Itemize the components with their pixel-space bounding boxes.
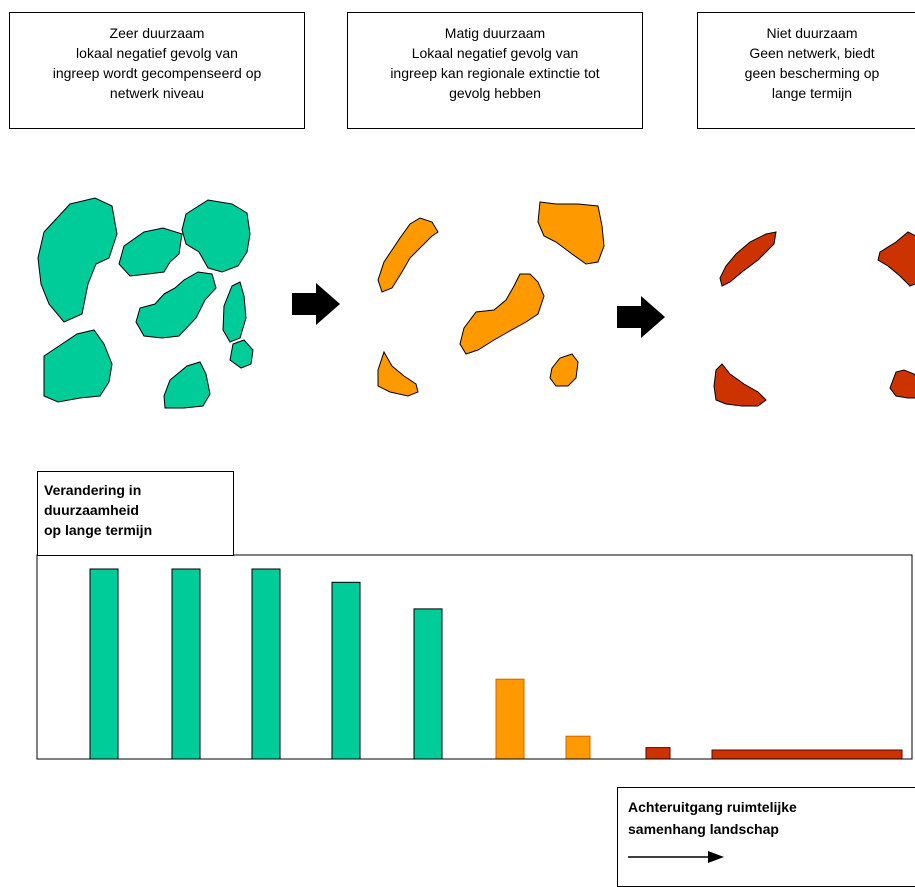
- long-arrow-right-icon: [628, 851, 724, 863]
- chart-label-box: Verandering in duurzaamheid op lange ter…: [37, 471, 234, 556]
- box-zeer-duurzaam: Zeer duurzaam lokaal negatief gevolg van…: [9, 12, 305, 129]
- green-patch: [43, 329, 113, 403]
- green-patch: [229, 339, 254, 369]
- box-1-line-3: ingreep wordt gecompenseerd op: [52, 65, 262, 81]
- red-patch: [889, 369, 915, 399]
- box-niet-duurzaam: Niet duurzaam Geen netwerk, biedt geen b…: [697, 12, 915, 129]
- box-3-line-1: Niet duurzaam: [766, 25, 858, 41]
- bar-7: [565, 735, 591, 760]
- box-2-line-1: Matig duurzaam: [444, 25, 546, 41]
- network-orange: [377, 201, 605, 397]
- box-3-line-2: Geen netwerk, biedt: [749, 45, 875, 61]
- red-patch: [719, 231, 777, 287]
- orange-patch: [549, 353, 579, 387]
- orange-patch: [377, 217, 439, 293]
- green-patch: [37, 197, 118, 323]
- box-3-line-3: geen bescherming op: [744, 65, 880, 81]
- bar-8: [645, 747, 671, 760]
- green-patch: [181, 199, 251, 273]
- arrow-right-icon: [617, 296, 665, 338]
- box-2-line-4: gevolg hebben: [449, 85, 541, 101]
- box-2-line-3: ingreep kan regionale extinctie tot: [390, 65, 600, 81]
- trend-label-line-2: samenhang landschap: [628, 821, 779, 837]
- box-2-line-2: Lokaal negatief gevolg van: [411, 45, 579, 61]
- orange-patch: [537, 201, 605, 265]
- orange-patch: [459, 273, 545, 355]
- bar-4: [331, 581, 361, 760]
- bar-group: [89, 568, 903, 760]
- trend-label-box: Achteruitgang ruimtelijke samenhang land…: [617, 787, 915, 887]
- chart-label-line-2: duurzaamheid: [44, 502, 139, 518]
- orange-patch: [377, 350, 419, 397]
- box-3-line-4: lange termijn: [771, 85, 853, 101]
- bar-2: [171, 568, 201, 760]
- green-patch: [222, 281, 247, 343]
- green-patch: [163, 361, 211, 409]
- box-1-line-1: Zeer duurzaam: [109, 25, 205, 41]
- trend-label-line-1: Achteruitgang ruimtelijke: [628, 799, 797, 815]
- box-1-line-2: lokaal negatief gevolg van: [76, 45, 238, 61]
- bar-9: [711, 749, 903, 760]
- green-patch: [118, 227, 183, 277]
- chart-label-line-1: Verandering in: [44, 482, 142, 498]
- network-red: [713, 231, 915, 407]
- network-green: [37, 197, 254, 409]
- box-matig-duurzaam: Matig duurzaam Lokaal negatief gevolg va…: [347, 12, 643, 129]
- arrow-right-icon: [292, 283, 340, 325]
- chart-label-line-3: op lange termijn: [44, 522, 153, 538]
- green-patch: [135, 271, 217, 339]
- red-patch: [713, 363, 767, 407]
- sustainability-bar-chart: [36, 554, 913, 760]
- bar-6: [495, 678, 525, 760]
- habitat-network-diagram: [37, 197, 915, 409]
- bar-1: [89, 568, 119, 760]
- box-1-line-4: netwerk niveau: [109, 85, 205, 101]
- red-patch: [877, 231, 915, 287]
- chart-frame: [36, 554, 913, 760]
- bar-3: [251, 568, 281, 760]
- bar-5: [413, 608, 443, 760]
